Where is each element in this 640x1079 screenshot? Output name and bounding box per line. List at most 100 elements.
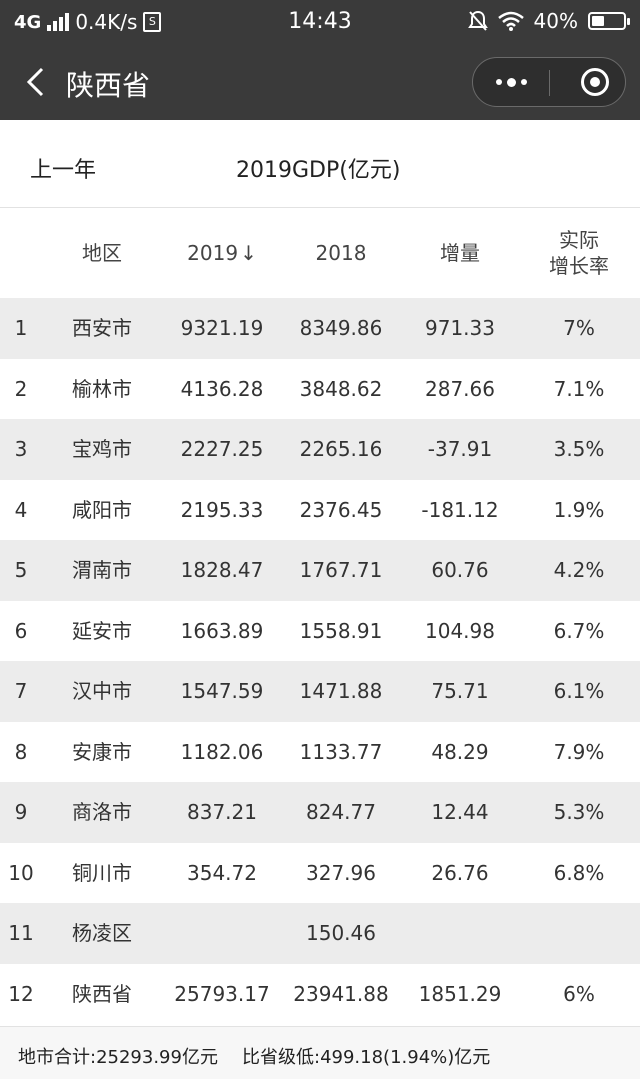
city-total: 地市合计:25293.99亿元 (18, 1047, 218, 1068)
table-row[interactable]: 5 渭南市 1828.47 1767.71 60.76 4.2% (0, 540, 640, 601)
row-region: 安康市 (72, 739, 132, 764)
row-gdp-2018: 1133.77 (299, 739, 383, 764)
row-rank: 9 (14, 800, 28, 825)
row-region: 延安市 (72, 618, 132, 643)
row-gdp-2018: 1767.71 (299, 558, 383, 583)
row-gdp-2018: 824.77 (306, 800, 376, 825)
capsule-divider (549, 70, 550, 96)
row-increase: 48.29 (431, 739, 489, 764)
row-growth-rate: 6% (563, 981, 595, 1006)
subheader: 上一年 2019GDP(亿元) (0, 120, 640, 208)
row-gdp-2018: 1471.88 (299, 679, 383, 704)
mute-icon (467, 10, 488, 31)
row-rank: 1 (14, 316, 28, 341)
signal-icon (47, 13, 70, 31)
row-growth-rate: 7% (563, 316, 595, 341)
row-growth-rate: 6.1% (553, 679, 605, 704)
header-2019[interactable]: 2019 ↓ (162, 208, 282, 298)
table-row[interactable]: 9 商洛市 837.21 824.77 12.44 5.3% (0, 782, 640, 843)
row-growth-rate: 6.7% (553, 618, 605, 643)
row-gdp-2019: 2195.33 (180, 497, 264, 522)
row-rank: 11 (8, 921, 34, 946)
page-title: 陕西省 (66, 69, 151, 102)
table-row[interactable]: 2 榆林市 4136.28 3848.62 287.66 7.1% (0, 359, 640, 420)
row-gdp-2018: 150.46 (306, 921, 376, 946)
clock: 14:43 (288, 9, 352, 34)
row-gdp-2019: 1547.59 (180, 679, 264, 704)
header-2019-label: 2019 (187, 241, 239, 265)
row-increase (400, 903, 520, 964)
row-gdp-2019: 1663.89 (180, 618, 264, 643)
row-gdp-2019: 25793.17 (174, 981, 270, 1006)
row-gdp-2019: 9321.19 (180, 316, 264, 341)
row-rank: 7 (14, 679, 28, 704)
row-increase: 75.71 (431, 679, 489, 704)
row-rank: 4 (14, 497, 28, 522)
row-growth-rate (520, 903, 638, 964)
table-row[interactable]: 4 咸阳市 2195.33 2376.45 -181.12 1.9% (0, 480, 640, 541)
row-gdp-2019: 4136.28 (180, 376, 264, 401)
table-row[interactable]: 12 陕西省 25793.17 23941.88 1851.29 6% (0, 964, 640, 1025)
status-right: 40% (467, 9, 630, 33)
row-increase: 26.76 (431, 860, 489, 885)
row-growth-rate: 7.9% (553, 739, 605, 764)
row-region: 渭南市 (72, 558, 132, 583)
sort-desc-icon: ↓ (240, 241, 257, 265)
more-icon[interactable] (473, 58, 549, 106)
row-region: 咸阳市 (72, 497, 132, 522)
row-increase: -37.91 (427, 437, 493, 462)
row-increase: 60.76 (431, 558, 489, 583)
header-increase[interactable]: 增量 (440, 241, 480, 265)
table-row[interactable]: 6 延安市 1663.89 1558.91 104.98 6.7% (0, 601, 640, 662)
table-row[interactable]: 8 安康市 1182.06 1133.77 48.29 7.9% (0, 722, 640, 783)
province-diff: 比省级低:499.18(1.94%)亿元 (242, 1047, 491, 1068)
row-growth-rate: 4.2% (553, 558, 605, 583)
row-gdp-2019 (162, 903, 282, 964)
row-gdp-2018: 327.96 (306, 860, 376, 885)
sim-icon: S (143, 12, 162, 32)
row-region: 杨凌区 (72, 921, 132, 946)
table-row[interactable]: 3 宝鸡市 2227.25 2265.16 -37.91 3.5% (0, 419, 640, 480)
prev-year-button[interactable]: 上一年 (30, 158, 97, 183)
battery-percent: 40% (533, 9, 578, 33)
row-increase: 287.66 (425, 376, 495, 401)
network-speed: 0.4K/s (75, 10, 138, 34)
row-gdp-2018: 1558.91 (299, 618, 383, 643)
row-region: 商洛市 (72, 800, 132, 825)
table-title: 2019GDP(亿元) (236, 158, 401, 183)
row-region: 西安市 (72, 316, 132, 341)
back-icon[interactable] (22, 66, 52, 98)
row-rank: 3 (14, 437, 28, 462)
row-rank: 10 (8, 860, 34, 885)
header-rate-line2: 增长率 (549, 254, 609, 278)
close-mini-program-icon[interactable] (581, 68, 609, 96)
row-region: 宝鸡市 (72, 437, 132, 462)
row-region: 陕西省 (72, 981, 132, 1006)
table-row[interactable]: 10 铜川市 354.72 327.96 26.76 6.8% (0, 843, 640, 904)
header-region: 地区 (82, 241, 122, 265)
row-gdp-2018: 3848.62 (299, 376, 383, 401)
table-row[interactable]: 1 西安市 9321.19 8349.86 971.33 7% (0, 298, 640, 359)
row-growth-rate: 3.5% (553, 437, 605, 462)
row-rank: 6 (14, 618, 28, 643)
header-rate-line1: 实际 (559, 228, 599, 252)
row-gdp-2018: 23941.88 (293, 981, 389, 1006)
table-row[interactable]: 7 汉中市 1547.59 1471.88 75.71 6.1% (0, 661, 640, 722)
row-increase: -181.12 (421, 497, 499, 522)
row-region: 汉中市 (72, 679, 132, 704)
table-body: 1 西安市 9321.19 8349.86 971.33 7% 2 榆林市 4136.28 384… (0, 298, 640, 1024)
table-row[interactable]: 11 杨凌区 150.46 (0, 903, 640, 964)
row-gdp-2019: 1182.06 (180, 739, 264, 764)
row-growth-rate: 1.9% (553, 497, 605, 522)
header-2018[interactable]: 2018 (315, 241, 367, 265)
mini-program-capsule (472, 57, 626, 107)
status-left: 4G 0.4K/s S (14, 10, 162, 34)
battery-icon (588, 12, 630, 30)
row-gdp-2018: 8349.86 (299, 316, 383, 341)
summary-footer: 地市合计:25293.99亿元 比省级低:499.18(1.94%)亿元 (0, 1026, 640, 1079)
row-gdp-2018: 2265.16 (299, 437, 383, 462)
header-growth-rate[interactable]: 实际 增长率 (520, 208, 638, 298)
row-gdp-2019: 837.21 (187, 800, 257, 825)
row-rank: 12 (8, 981, 34, 1006)
row-gdp-2019: 1828.47 (180, 558, 264, 583)
